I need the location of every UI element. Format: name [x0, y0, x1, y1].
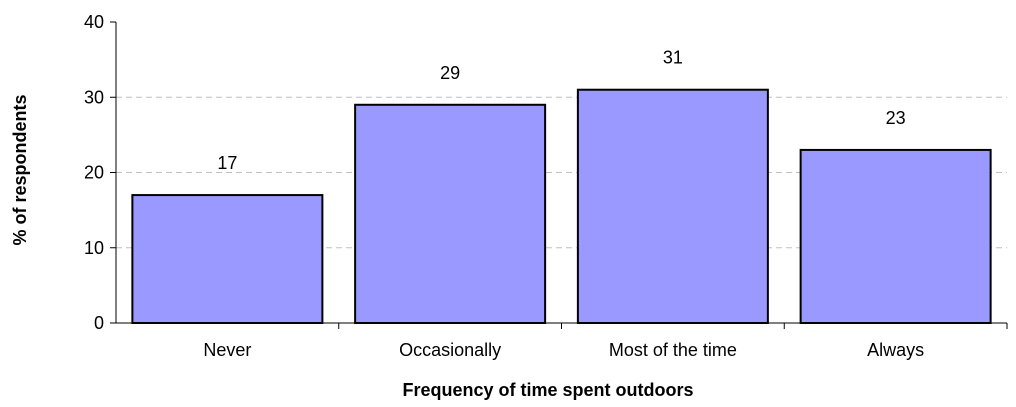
x-axis-title: Frequency of time spent outdoors: [402, 380, 693, 400]
x-category-label: Always: [867, 340, 924, 360]
y-tick-label: 20: [84, 163, 104, 183]
x-ticks: Never Occasionally Most of the time Always: [203, 323, 1008, 360]
y-tick-label: 30: [84, 87, 104, 107]
y-ticks: 0 10 20 30 40: [84, 12, 116, 333]
bar-value-label: 23: [886, 108, 906, 128]
data-labels: 17 29 31 23: [217, 48, 905, 173]
bar-never: [131, 194, 324, 324]
y-tick-label: 40: [84, 12, 104, 32]
bar-occasionally: [354, 103, 547, 325]
bar-value-label: 31: [663, 48, 683, 68]
x-category-label: Most of the time: [609, 340, 737, 360]
y-tick-label: 0: [94, 313, 104, 333]
bar-value-label: 17: [217, 153, 237, 173]
bar-most-of-the-time: [576, 88, 769, 324]
x-category-label: Occasionally: [399, 340, 501, 360]
bars: [131, 88, 992, 325]
y-tick-label: 10: [84, 238, 104, 258]
bar-always: [799, 148, 992, 324]
y-axis-title: % of respondents: [10, 94, 30, 245]
bar-value-label: 29: [440, 63, 460, 83]
x-category-label: Never: [203, 340, 251, 360]
